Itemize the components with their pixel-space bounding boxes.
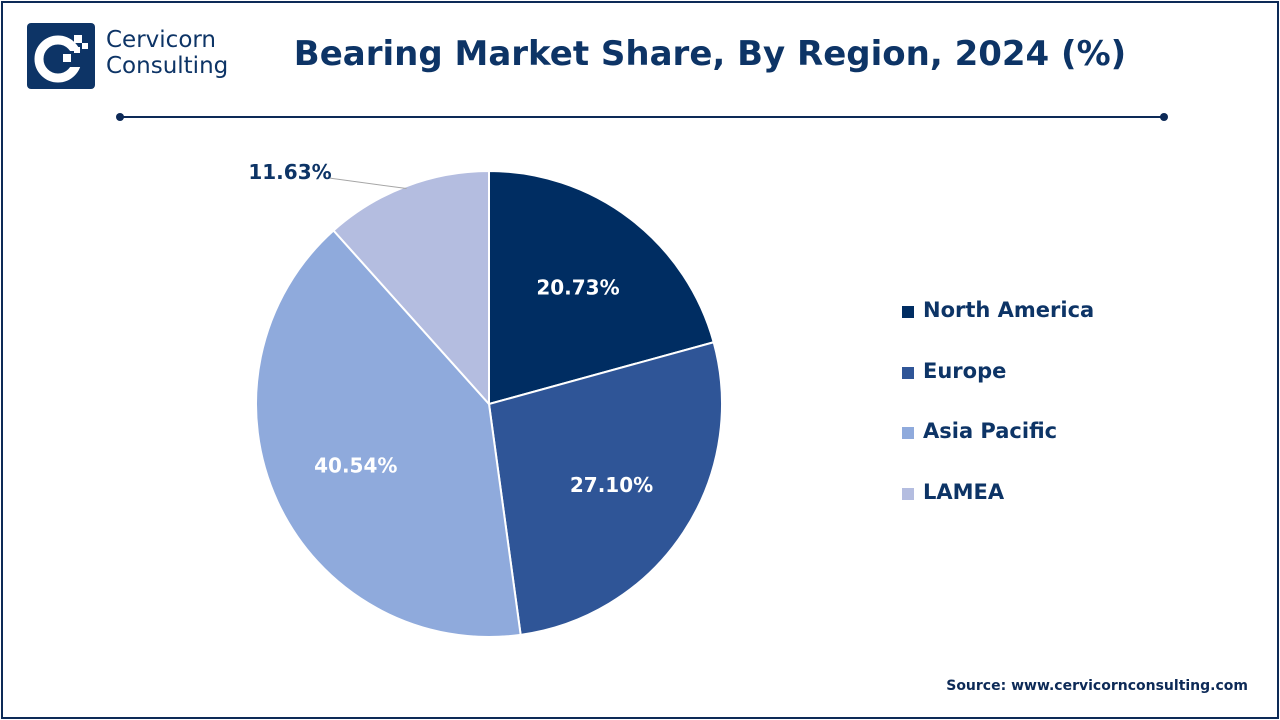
legend-item-europe: Europe <box>902 357 1202 387</box>
legend-label-asia-pacific: Asia Pacific <box>923 419 1058 443</box>
legend-swatch-north-america <box>902 306 914 318</box>
legend-item-north-america: North America <box>902 296 1202 326</box>
pie-slice-asia-pacific <box>255 229 522 638</box>
chart-legend: North America Europe Asia Pacific LAMEA <box>902 296 1202 538</box>
pie-slices <box>255 169 723 638</box>
legend-label-north-america: North America <box>923 298 1095 322</box>
brand-name: Cervicorn Consulting <box>106 27 228 79</box>
pie-slice-north-america <box>488 169 715 406</box>
brand-logo: Cervicorn Consulting <box>27 23 242 91</box>
pie-slice-lamea <box>332 169 490 407</box>
cervicorn-logo-icon <box>27 23 95 89</box>
chart-title: Bearing Market Share, By Region, 2024 (%… <box>293 34 1127 74</box>
pie-slice-europe <box>487 341 723 636</box>
source-note: Source: www.cervicornconsulting.com <box>946 678 1248 694</box>
legend-swatch-asia-pacific <box>902 427 914 439</box>
pie-label-europe: 27.10% <box>570 473 653 497</box>
legend-item-lamea: LAMEA <box>902 478 1202 508</box>
pie-label-lamea: 11.63% <box>248 160 331 184</box>
pie-label-asia-pacific: 40.54% <box>314 454 397 478</box>
legend-item-asia-pacific: Asia Pacific <box>902 417 1202 447</box>
legend-label-lamea: LAMEA <box>923 479 1005 504</box>
legend-swatch-lamea <box>902 487 914 500</box>
brand-name-line1: Cervicorn <box>106 27 217 53</box>
pie-label-north-america: 20.73% <box>536 275 619 299</box>
legend-swatch-europe <box>902 366 914 379</box>
title-divider <box>116 113 1168 121</box>
pie-labels: 20.73% 27.10% 40.54% 11.63% <box>248 160 653 497</box>
legend-label-europe: Europe <box>923 358 1007 383</box>
brand-name-line2: Consulting <box>106 53 229 79</box>
pie-leader-line-lamea <box>328 177 407 190</box>
